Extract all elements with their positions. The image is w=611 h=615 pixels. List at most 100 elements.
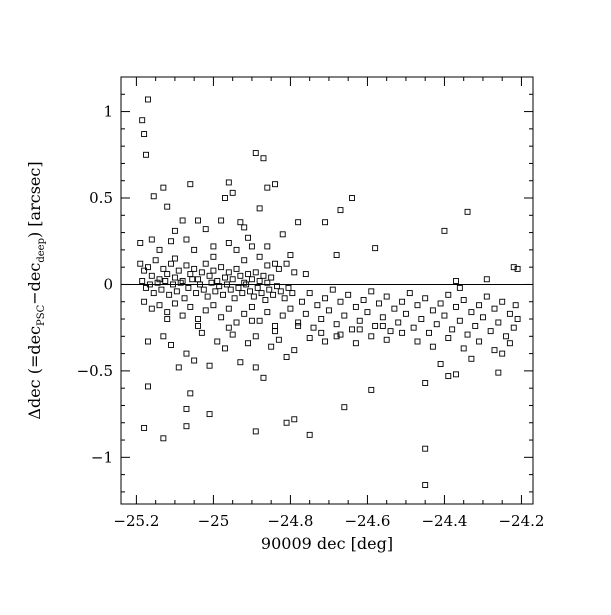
data-point (272, 322, 278, 329)
data-point (189, 276, 196, 283)
data-point (225, 269, 232, 276)
data-point (437, 300, 444, 307)
data-point (235, 284, 242, 291)
y-tick-label: 0.5 (89, 189, 113, 207)
axis-ticks (121, 76, 533, 504)
data-point (262, 297, 269, 303)
data-point (368, 386, 375, 393)
data-point (171, 227, 178, 234)
data-point (302, 271, 309, 278)
data-point (210, 243, 217, 250)
data-point (268, 343, 275, 350)
x-tick-label: −25 (198, 512, 230, 530)
data-point (372, 322, 379, 329)
data-point (145, 96, 151, 103)
data-point (229, 331, 236, 338)
data-point (183, 423, 190, 430)
data-point (202, 260, 209, 267)
data-point (218, 217, 225, 224)
data-point (279, 231, 286, 238)
data-point (156, 276, 163, 283)
data-point (476, 302, 483, 309)
data-point (291, 347, 298, 354)
data-point (414, 338, 421, 345)
data-point (464, 208, 471, 215)
data-point (264, 262, 271, 269)
data-point (225, 240, 232, 246)
data-point (225, 305, 232, 312)
data-point (148, 305, 155, 312)
data-point (441, 227, 448, 234)
data-point (212, 288, 219, 295)
data-point (418, 316, 425, 322)
data-point (195, 276, 201, 283)
y-tick-label: −1 (91, 448, 113, 466)
data-point (314, 302, 321, 309)
data-point (285, 284, 292, 291)
data-point (506, 310, 513, 317)
data-point (333, 252, 340, 259)
y-tick-label: −0.5 (77, 362, 113, 380)
data-point (156, 246, 163, 253)
data-point (143, 151, 149, 158)
data-point (187, 390, 194, 397)
data-point (175, 364, 182, 371)
data-point (387, 328, 394, 335)
data-point (254, 284, 261, 291)
y-label-suffix: ) [arcsec] (25, 161, 44, 238)
data-point (256, 253, 263, 260)
data-point (306, 335, 313, 341)
data-point (272, 260, 278, 267)
data-point (460, 345, 467, 352)
data-point (208, 279, 215, 286)
data-point (368, 288, 375, 295)
data-point (322, 219, 329, 226)
data-point (270, 291, 277, 298)
data-point (453, 371, 459, 378)
data-point (175, 267, 182, 274)
data-point (512, 302, 519, 309)
data-point (222, 274, 228, 281)
data-point (333, 333, 340, 340)
data-point (256, 205, 263, 212)
data-point (337, 331, 344, 338)
data-point (322, 295, 329, 302)
data-point (239, 290, 246, 297)
data-point (464, 331, 471, 338)
data-point (191, 265, 198, 272)
data-point (422, 482, 429, 488)
data-point (273, 283, 280, 290)
data-point (310, 324, 317, 331)
x-tick-label: −24.8 (267, 512, 313, 530)
data-point (247, 288, 253, 295)
data-point (422, 295, 429, 302)
data-point (196, 281, 203, 288)
data-point (399, 298, 406, 305)
data-point (233, 246, 240, 253)
data-point (160, 333, 167, 340)
data-point (160, 265, 167, 272)
data-point (241, 257, 248, 264)
data-point (202, 307, 209, 314)
data-point (483, 293, 490, 300)
y-label-sub2: deep (36, 238, 47, 263)
data-point (453, 278, 459, 284)
y-label-sub1: PSC (36, 304, 47, 326)
data-point (264, 279, 271, 286)
data-point (337, 207, 344, 214)
data-point (160, 184, 167, 191)
data-point (356, 317, 363, 324)
data-point (379, 322, 386, 329)
data-point (183, 262, 190, 269)
data-point (250, 293, 257, 300)
data-point (223, 281, 230, 288)
data-point (139, 117, 146, 124)
data-point (252, 428, 259, 435)
data-point (437, 361, 444, 367)
data-point (216, 283, 223, 290)
data-point (171, 300, 178, 307)
data-point (241, 310, 248, 317)
data-point (237, 359, 244, 366)
data-point (406, 290, 413, 297)
